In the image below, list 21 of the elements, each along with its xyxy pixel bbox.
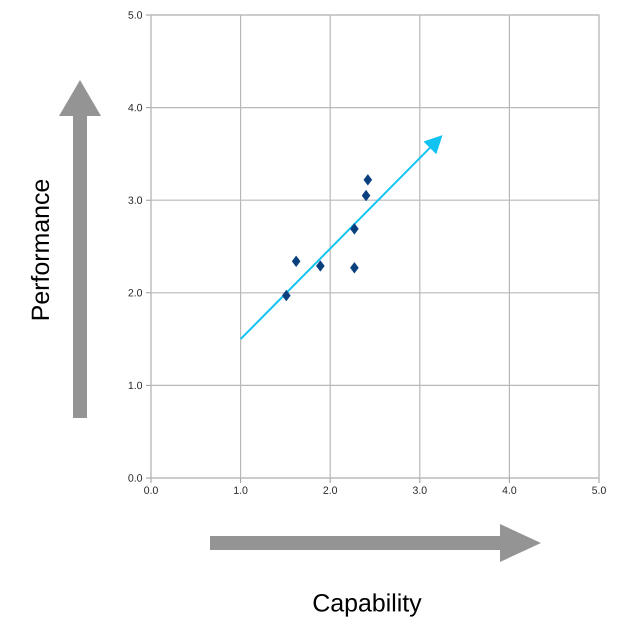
- y-tick-label: 2.0: [128, 289, 142, 297]
- point: [282, 290, 291, 302]
- y-tick-label: 0.0: [128, 474, 142, 482]
- y-tick-label: 1.0: [128, 382, 142, 390]
- x-tick-label: 4.0: [502, 486, 516, 494]
- y-axis-title: Performance: [30, 180, 50, 320]
- x-tick-label: 2.0: [323, 486, 338, 494]
- x-tick-label: 1.0: [234, 486, 248, 494]
- x-tick-label: 3.0: [412, 486, 427, 494]
- point: [364, 174, 372, 186]
- point: [350, 262, 359, 274]
- y-tick-label: 3.0: [128, 196, 142, 204]
- x-axis-title: Capability: [314, 593, 422, 617]
- x-tick-label: 0.0: [144, 486, 158, 494]
- x-tick-label: 5.0: [592, 486, 606, 494]
- point: [350, 223, 359, 235]
- point: [316, 260, 325, 272]
- y-tick-label: 5.0: [128, 11, 142, 19]
- point: [292, 256, 300, 267]
- point: [362, 190, 370, 202]
- y-tick-label: 4.0: [128, 104, 142, 112]
